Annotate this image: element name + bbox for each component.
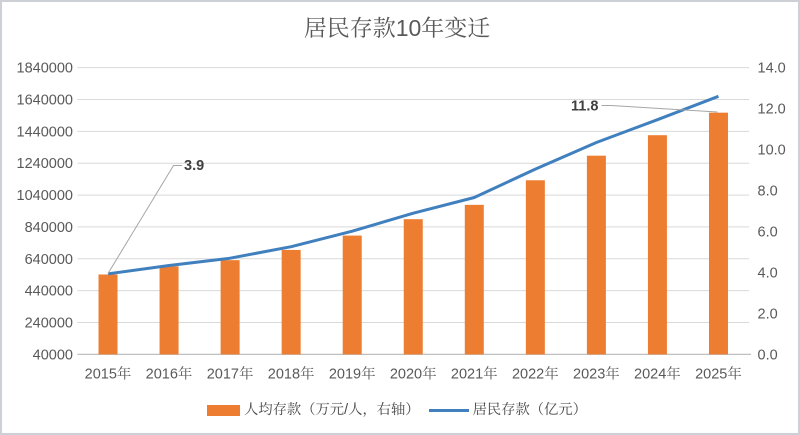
x-axis-category-label: 2015年: [85, 366, 132, 383]
line-series-swatch: [428, 408, 469, 412]
data-label: 11.8: [571, 99, 598, 115]
right-axis-tick-label: 0.0: [758, 347, 778, 363]
data-label-leader-line: [601, 105, 718, 113]
left-axis-tick-label: 440000: [25, 284, 73, 300]
x-axis-category-label: 2020年: [390, 366, 437, 383]
bar-2019年: [342, 235, 362, 355]
x-axis-category-label: 2024年: [634, 366, 681, 383]
x-axis-category-label: 2019年: [329, 366, 376, 383]
legend-item-per-capita-deposits: 人均存款（万元/人，右轴）: [207, 401, 420, 419]
left-axis-tick-label: 1840000: [17, 61, 73, 77]
chart-title: 居民存款10年变迁: [303, 15, 491, 41]
left-axis-tick-label: 840000: [25, 220, 73, 236]
data-label: 3.9: [184, 158, 204, 174]
bar-2018年: [281, 249, 301, 355]
bar-2016年: [159, 266, 179, 355]
x-axis-category-label: 2016年: [146, 366, 193, 383]
x-axis-category-label: 2018年: [268, 366, 315, 383]
x-axis-category-label: 2022年: [512, 366, 559, 383]
right-axis-tick-label: 4.0: [758, 265, 778, 281]
left-axis-tick-label: 1240000: [17, 156, 73, 172]
legend-label-resident-deposits: 居民存款（亿元）: [472, 402, 587, 418]
bar-series-swatch: [207, 404, 241, 416]
left-axis-tick-label: 240000: [25, 316, 73, 332]
x-axis-category-label: 2023年: [573, 366, 620, 383]
x-axis-category-label: 2017年: [207, 366, 254, 383]
data-label-leader-line: [107, 165, 182, 274]
legend: 人均存款（万元/人，右轴） 居民存款（亿元）: [0, 401, 797, 419]
bar-2015年: [98, 274, 118, 355]
line-series: [107, 94, 720, 276]
left-axis-tick-label: 1440000: [17, 124, 73, 140]
bar-2021年: [464, 204, 484, 355]
legend-item-resident-deposits: 居民存款（亿元）: [428, 401, 587, 419]
left-axis-tick-label: 640000: [25, 252, 73, 268]
right-axis-tick-label: 14.0: [758, 61, 786, 77]
right-axis-tick-label: 8.0: [758, 184, 778, 200]
bar-2020年: [403, 219, 423, 355]
right-axis-tick-label: 12.0: [758, 102, 786, 118]
left-axis-tick-label: 40000: [33, 347, 73, 363]
x-axis-category-label: 2021年: [451, 366, 498, 383]
right-axis-tick-label: 10.0: [758, 143, 786, 159]
bar-2023年: [586, 155, 606, 355]
x-axis-category-label: 2025年: [695, 366, 742, 383]
left-axis-tick-label: 1040000: [17, 188, 73, 204]
left-axis-tick-label: 1640000: [17, 92, 73, 108]
bar-2022年: [525, 180, 545, 355]
bar-2025年: [708, 112, 728, 355]
right-axis-tick-label: 6.0: [758, 224, 778, 240]
right-axis-tick-label: 2.0: [758, 306, 778, 322]
bar-2017年: [220, 260, 240, 355]
bar-2024年: [647, 135, 667, 355]
legend-label-per-capita-deposits: 人均存款（万元/人，右轴）: [244, 402, 420, 418]
